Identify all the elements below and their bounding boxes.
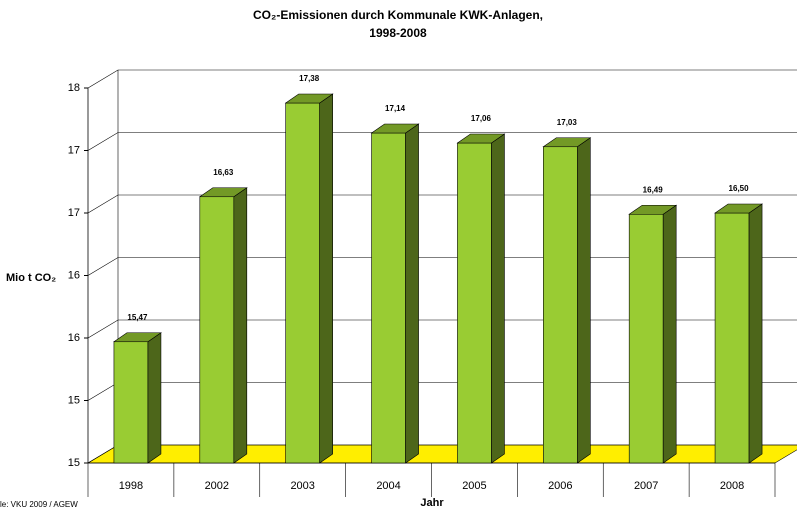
y-tick-label: 18 — [68, 82, 80, 94]
chart-title: CO₂-Emissionen durch Kommunale KWK-Anlag… — [253, 8, 543, 22]
value-label: 15,47 — [127, 313, 148, 322]
grid-line — [87, 382, 797, 401]
grid-line — [87, 319, 797, 339]
x-tick-label: 1998 — [119, 480, 143, 492]
x-tick-label: 2002 — [205, 480, 229, 492]
x-tick-label: 2004 — [376, 480, 400, 492]
x-tick-label: 2008 — [720, 480, 744, 492]
y-tick-label: 15 — [68, 457, 80, 469]
value-label: 16,50 — [729, 184, 750, 193]
bar — [198, 187, 248, 464]
grid-line — [87, 132, 797, 151]
value-label: 17,38 — [299, 74, 320, 83]
x-tick-label: 2005 — [462, 480, 486, 492]
bar — [542, 137, 592, 464]
y-tick-label: 17 — [68, 207, 80, 219]
x-axis-label: Jahr — [420, 497, 444, 509]
bar — [456, 133, 506, 464]
y-axis-label: Mio t CO₂ — [6, 272, 56, 284]
x-tick-label: 2007 — [634, 480, 658, 492]
value-label: 16,63 — [213, 168, 234, 177]
y-tick-label: 16 — [68, 332, 80, 344]
value-label: 17,06 — [471, 114, 492, 123]
grid-line — [87, 69, 797, 89]
y-tick-label: 17 — [68, 144, 80, 156]
floor — [86, 444, 797, 464]
bar — [370, 123, 420, 464]
x-tick-label: 2006 — [548, 480, 572, 492]
grid-line — [87, 194, 797, 214]
y-tick-label: 15 — [68, 394, 80, 406]
grid-line — [87, 257, 797, 276]
value-label: 17,14 — [385, 104, 406, 113]
bar — [628, 204, 678, 464]
value-label: 17,03 — [557, 118, 578, 127]
bar — [284, 93, 334, 464]
source: le: VKU 2009 / AGEW — [0, 500, 78, 509]
value-label: 16,49 — [643, 185, 664, 194]
bar — [112, 332, 162, 464]
x-tick-label: 2003 — [290, 480, 314, 492]
chart-title: 1998-2008 — [369, 26, 427, 40]
y-tick-label: 16 — [68, 269, 80, 281]
bar — [714, 203, 764, 464]
